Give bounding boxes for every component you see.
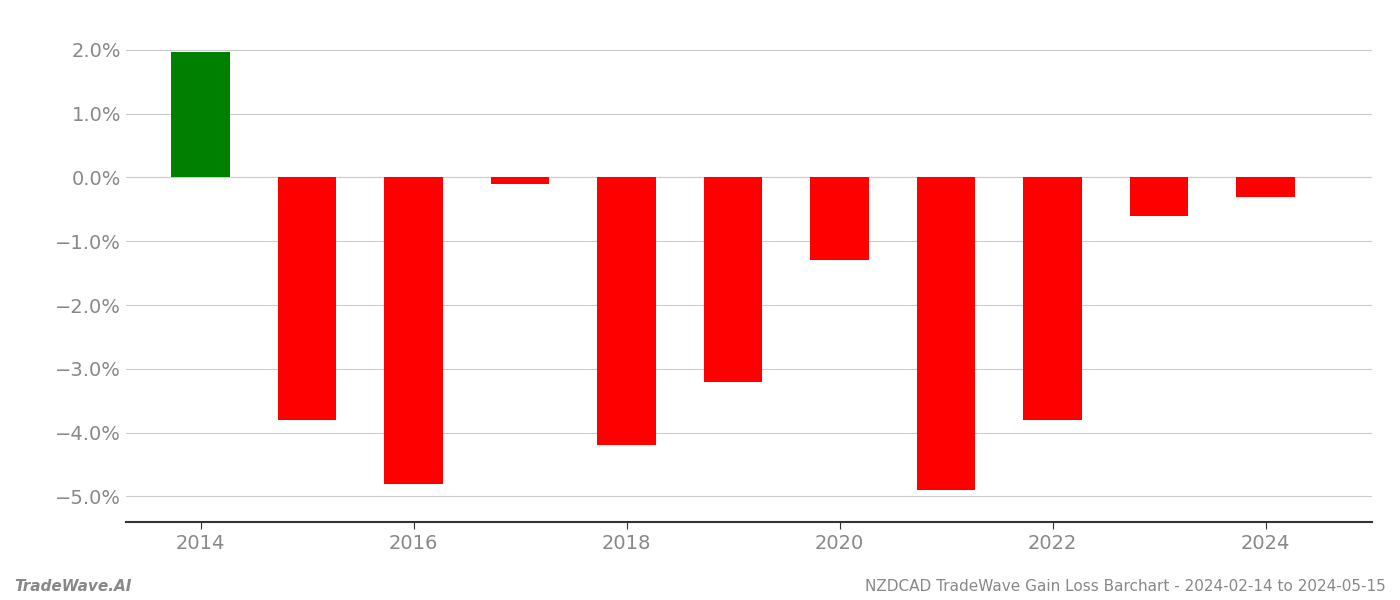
- Bar: [704, 178, 763, 382]
- Bar: [1236, 178, 1295, 197]
- Bar: [811, 178, 869, 260]
- Bar: [171, 52, 230, 178]
- Bar: [491, 178, 549, 184]
- Bar: [1023, 178, 1082, 420]
- Text: TradeWave.AI: TradeWave.AI: [14, 579, 132, 594]
- Bar: [1130, 178, 1189, 216]
- Bar: [384, 178, 442, 484]
- Bar: [598, 178, 655, 445]
- Bar: [917, 178, 976, 490]
- Text: NZDCAD TradeWave Gain Loss Barchart - 2024-02-14 to 2024-05-15: NZDCAD TradeWave Gain Loss Barchart - 20…: [865, 579, 1386, 594]
- Bar: [277, 178, 336, 420]
